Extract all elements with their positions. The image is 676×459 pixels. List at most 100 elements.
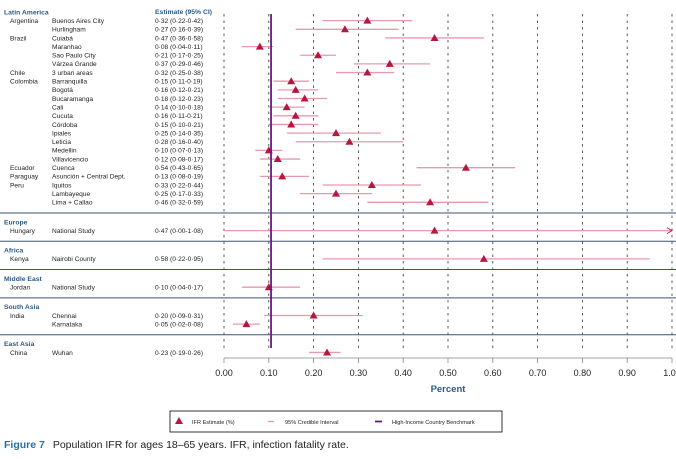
country-label: Hungary bbox=[10, 228, 36, 235]
site-label: Bucaramanga bbox=[52, 96, 93, 103]
estimate-label: 0·58 (0·22-0·95) bbox=[155, 256, 203, 263]
estimate-label: 0·47 (0·00-1·08) bbox=[155, 228, 203, 235]
ifr-estimate-marker bbox=[242, 320, 251, 328]
site-label: Cuenca bbox=[52, 165, 75, 172]
ifr-estimate-marker bbox=[291, 111, 300, 119]
site-label: Sao Paulo City bbox=[52, 53, 96, 60]
estimate-label: 0·14 (0·10-0·18) bbox=[155, 104, 203, 111]
legend-box bbox=[169, 410, 503, 433]
ifr-estimate-marker bbox=[255, 42, 264, 50]
estimate-label: 0·28 (0·16-0·40) bbox=[155, 139, 203, 146]
legend-benchmark-label: High-Income Country Benchmark bbox=[392, 420, 475, 426]
legend-estimate-label: IFR Estimate (%) bbox=[192, 420, 235, 426]
estimate-label: 0·16 (0·12-0·21) bbox=[155, 87, 203, 94]
ifr-estimate-marker bbox=[363, 68, 372, 76]
section-header: Europe bbox=[4, 219, 28, 226]
estimate-label: 0·23 (0·19-0·26) bbox=[155, 350, 203, 357]
ifr-estimate-marker bbox=[461, 163, 470, 171]
estimate-label: 0·33 (0·22-0·44) bbox=[155, 182, 203, 189]
x-tick-label: 0.30 bbox=[350, 368, 368, 378]
x-tick-label: 0.00 bbox=[215, 368, 233, 378]
site-label: Wuhan bbox=[52, 350, 73, 357]
estimate-label: 0·25 (0·17-0·33) bbox=[155, 191, 203, 198]
ifr-estimate-marker bbox=[282, 103, 291, 111]
site-label: Medellin bbox=[52, 148, 77, 155]
country-label: Jordan bbox=[10, 285, 30, 292]
site-label: Iquitos bbox=[52, 182, 72, 189]
site-label: National Study bbox=[52, 228, 96, 235]
estimate-label: 0·46 (0·32-0·59) bbox=[155, 200, 203, 207]
estimate-label: 0·12 (0·08-0·17) bbox=[155, 156, 203, 163]
estimate-label: 0·16 (0·11-0·21) bbox=[155, 113, 203, 120]
section-header: Latin America bbox=[4, 9, 49, 16]
x-tick-label: 0.80 bbox=[574, 368, 592, 378]
site-label: Cuiabá bbox=[52, 35, 73, 42]
estimate-label: 0·05 (0·02-0·08) bbox=[155, 321, 203, 328]
x-tick-label: 0.60 bbox=[484, 368, 502, 378]
site-label: Karnataka bbox=[52, 321, 82, 328]
site-label: Lima + Callao bbox=[52, 200, 93, 207]
ifr-estimate-marker bbox=[278, 172, 287, 180]
ifr-estimate-marker bbox=[314, 51, 323, 59]
site-label: Hurlingham bbox=[52, 27, 86, 34]
x-axis-title: Percent bbox=[431, 384, 467, 395]
ifr-estimate-marker bbox=[309, 311, 318, 319]
legend-interval-label: 95% Credible Interval bbox=[285, 420, 338, 426]
estimate-label: 0·10 (0·07-0·13) bbox=[155, 148, 203, 155]
ifr-estimate-marker bbox=[300, 94, 309, 102]
legend-estimate-icon bbox=[175, 417, 183, 424]
site-label: Várzea Grande bbox=[52, 61, 97, 68]
country-label: China bbox=[10, 350, 28, 357]
estimate-label: 0·32 (0·22-0·42) bbox=[155, 18, 203, 25]
ifr-estimate-marker bbox=[385, 59, 394, 67]
x-tick-label: 0.50 bbox=[439, 368, 457, 378]
estimate-label: 0·27 (0·16-0·39) bbox=[155, 27, 203, 34]
x-tick-label: 1.00 bbox=[663, 368, 676, 378]
ifr-estimate-marker bbox=[323, 348, 332, 356]
country-label: Colombia bbox=[10, 79, 38, 86]
estimate-header: Estimate (95% CI) bbox=[155, 9, 212, 16]
estimate-label: 0·37 (0·29-0·46) bbox=[155, 61, 203, 68]
site-label: Leticia bbox=[52, 139, 71, 146]
estimate-label: 0·13 (0·08-0·19) bbox=[155, 174, 203, 181]
caption-label: Figure 7 bbox=[4, 439, 45, 451]
ifr-estimate-marker bbox=[363, 16, 372, 24]
estimate-label: 0·15 (0·11-0·19) bbox=[155, 79, 203, 86]
site-label: Lambayeque bbox=[52, 191, 90, 198]
country-label: Brazil bbox=[10, 35, 27, 42]
site-label: National Study bbox=[52, 285, 96, 292]
estimate-label: 0·32 (0·25-0·38) bbox=[155, 70, 203, 77]
ifr-estimate-marker bbox=[479, 254, 488, 262]
estimate-label: 0·21 (0·17-0·25) bbox=[155, 53, 203, 60]
country-label: Chile bbox=[10, 70, 25, 77]
country-label: Peru bbox=[10, 182, 24, 189]
forest-plot: Estimate (95% CI) Latin America Argentina B… bbox=[0, 9, 676, 433]
x-tick-label: 0.10 bbox=[260, 368, 278, 378]
site-label: Villavicencio bbox=[52, 156, 88, 163]
section-header: East Asia bbox=[4, 341, 35, 348]
site-label: Cali bbox=[52, 104, 64, 111]
ifr-estimate-marker bbox=[367, 181, 376, 188]
ifr-estimate-marker bbox=[340, 25, 349, 33]
estimate-label: 0·18 (0·12-0·23) bbox=[155, 96, 203, 103]
figure-caption: Figure 7 Population IFR for ages 18–65 ye… bbox=[4, 439, 349, 451]
site-label: Maranhao bbox=[52, 44, 82, 51]
site-label: Buenos Aires City bbox=[52, 18, 105, 25]
ifr-estimate-marker bbox=[273, 155, 282, 163]
country-label: Paraguay bbox=[10, 174, 39, 181]
country-label: India bbox=[10, 313, 25, 320]
country-label: Ecuador bbox=[10, 165, 35, 172]
estimate-label: 0·47 (0·36-0·58) bbox=[155, 35, 203, 42]
estimate-label: 0·54 (0·43-0·65) bbox=[155, 165, 203, 172]
estimate-label: 0·08 (0·04-0·11) bbox=[155, 44, 203, 51]
country-label: Argentina bbox=[10, 18, 39, 25]
site-label: Bogotá bbox=[52, 87, 73, 94]
site-label: Ipiales bbox=[52, 130, 72, 137]
interval-arrow bbox=[666, 227, 673, 234]
site-label: Nairobi County bbox=[52, 256, 96, 263]
country-label: Kenya bbox=[10, 256, 29, 263]
ifr-estimate-marker bbox=[426, 198, 435, 206]
estimate-label: 0·15 (0·10-0·21) bbox=[155, 122, 203, 129]
estimate-label: 0·25 (0·14-0·35) bbox=[155, 130, 203, 137]
x-tick-label: 0.40 bbox=[394, 368, 412, 378]
